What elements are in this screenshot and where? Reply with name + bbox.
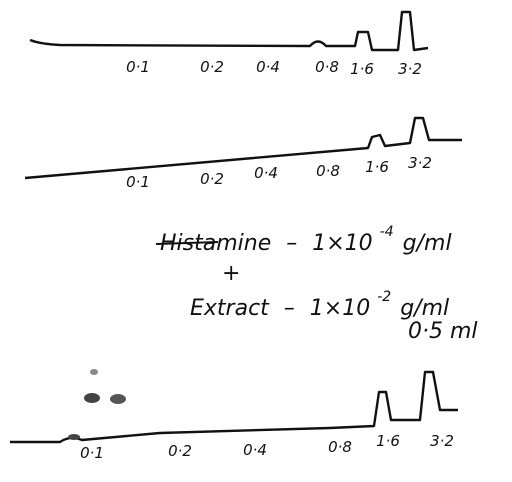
trace-label: 3·2 <box>408 154 432 172</box>
amount: 1×10 <box>312 231 372 256</box>
smudge <box>90 369 98 375</box>
plus: + <box>222 261 240 286</box>
trace-label: 0·8 <box>315 58 339 76</box>
trace-label: 0·1 <box>80 444 104 462</box>
volume: 0·5 ml <box>408 319 478 344</box>
unit: g/ml <box>400 296 449 321</box>
smudge <box>84 393 100 403</box>
trace-label: 0·2 <box>200 58 224 76</box>
trace-label: 0·8 <box>328 438 352 456</box>
trace-label: 1·6 <box>350 60 374 78</box>
trace-label: 0·4 <box>243 441 267 459</box>
page: 0·1 0·2 0·4 0·8 1·6 3·2 0·1 0·2 0·4 0·8 1·6 3·2 0·1 0… <box>0 0 512 482</box>
trace-label: 0·4 <box>256 58 280 76</box>
trace-label: 3·2 <box>398 60 422 78</box>
dash: – <box>286 231 297 256</box>
dash: – <box>284 296 295 321</box>
trace-label: 0·8 <box>316 162 340 180</box>
trace-label: 1·6 <box>376 432 400 450</box>
trace-label: 3·2 <box>430 432 454 450</box>
trace-label: 0·4 <box>254 164 278 182</box>
trace-label: 0·1 <box>126 58 150 76</box>
extract-name: Extract <box>190 296 270 321</box>
exponent: -2 <box>377 289 391 305</box>
trace-label: 0·1 <box>126 173 150 191</box>
smudge <box>68 434 80 440</box>
exponent: -4 <box>380 224 394 240</box>
smudge <box>110 394 126 404</box>
unit: g/ml <box>403 231 452 256</box>
amount: 1×10 <box>310 296 370 321</box>
trace-label: 0·2 <box>168 442 192 460</box>
trace-label: 1·6 <box>365 158 389 176</box>
trace-label: 0·2 <box>200 170 224 188</box>
